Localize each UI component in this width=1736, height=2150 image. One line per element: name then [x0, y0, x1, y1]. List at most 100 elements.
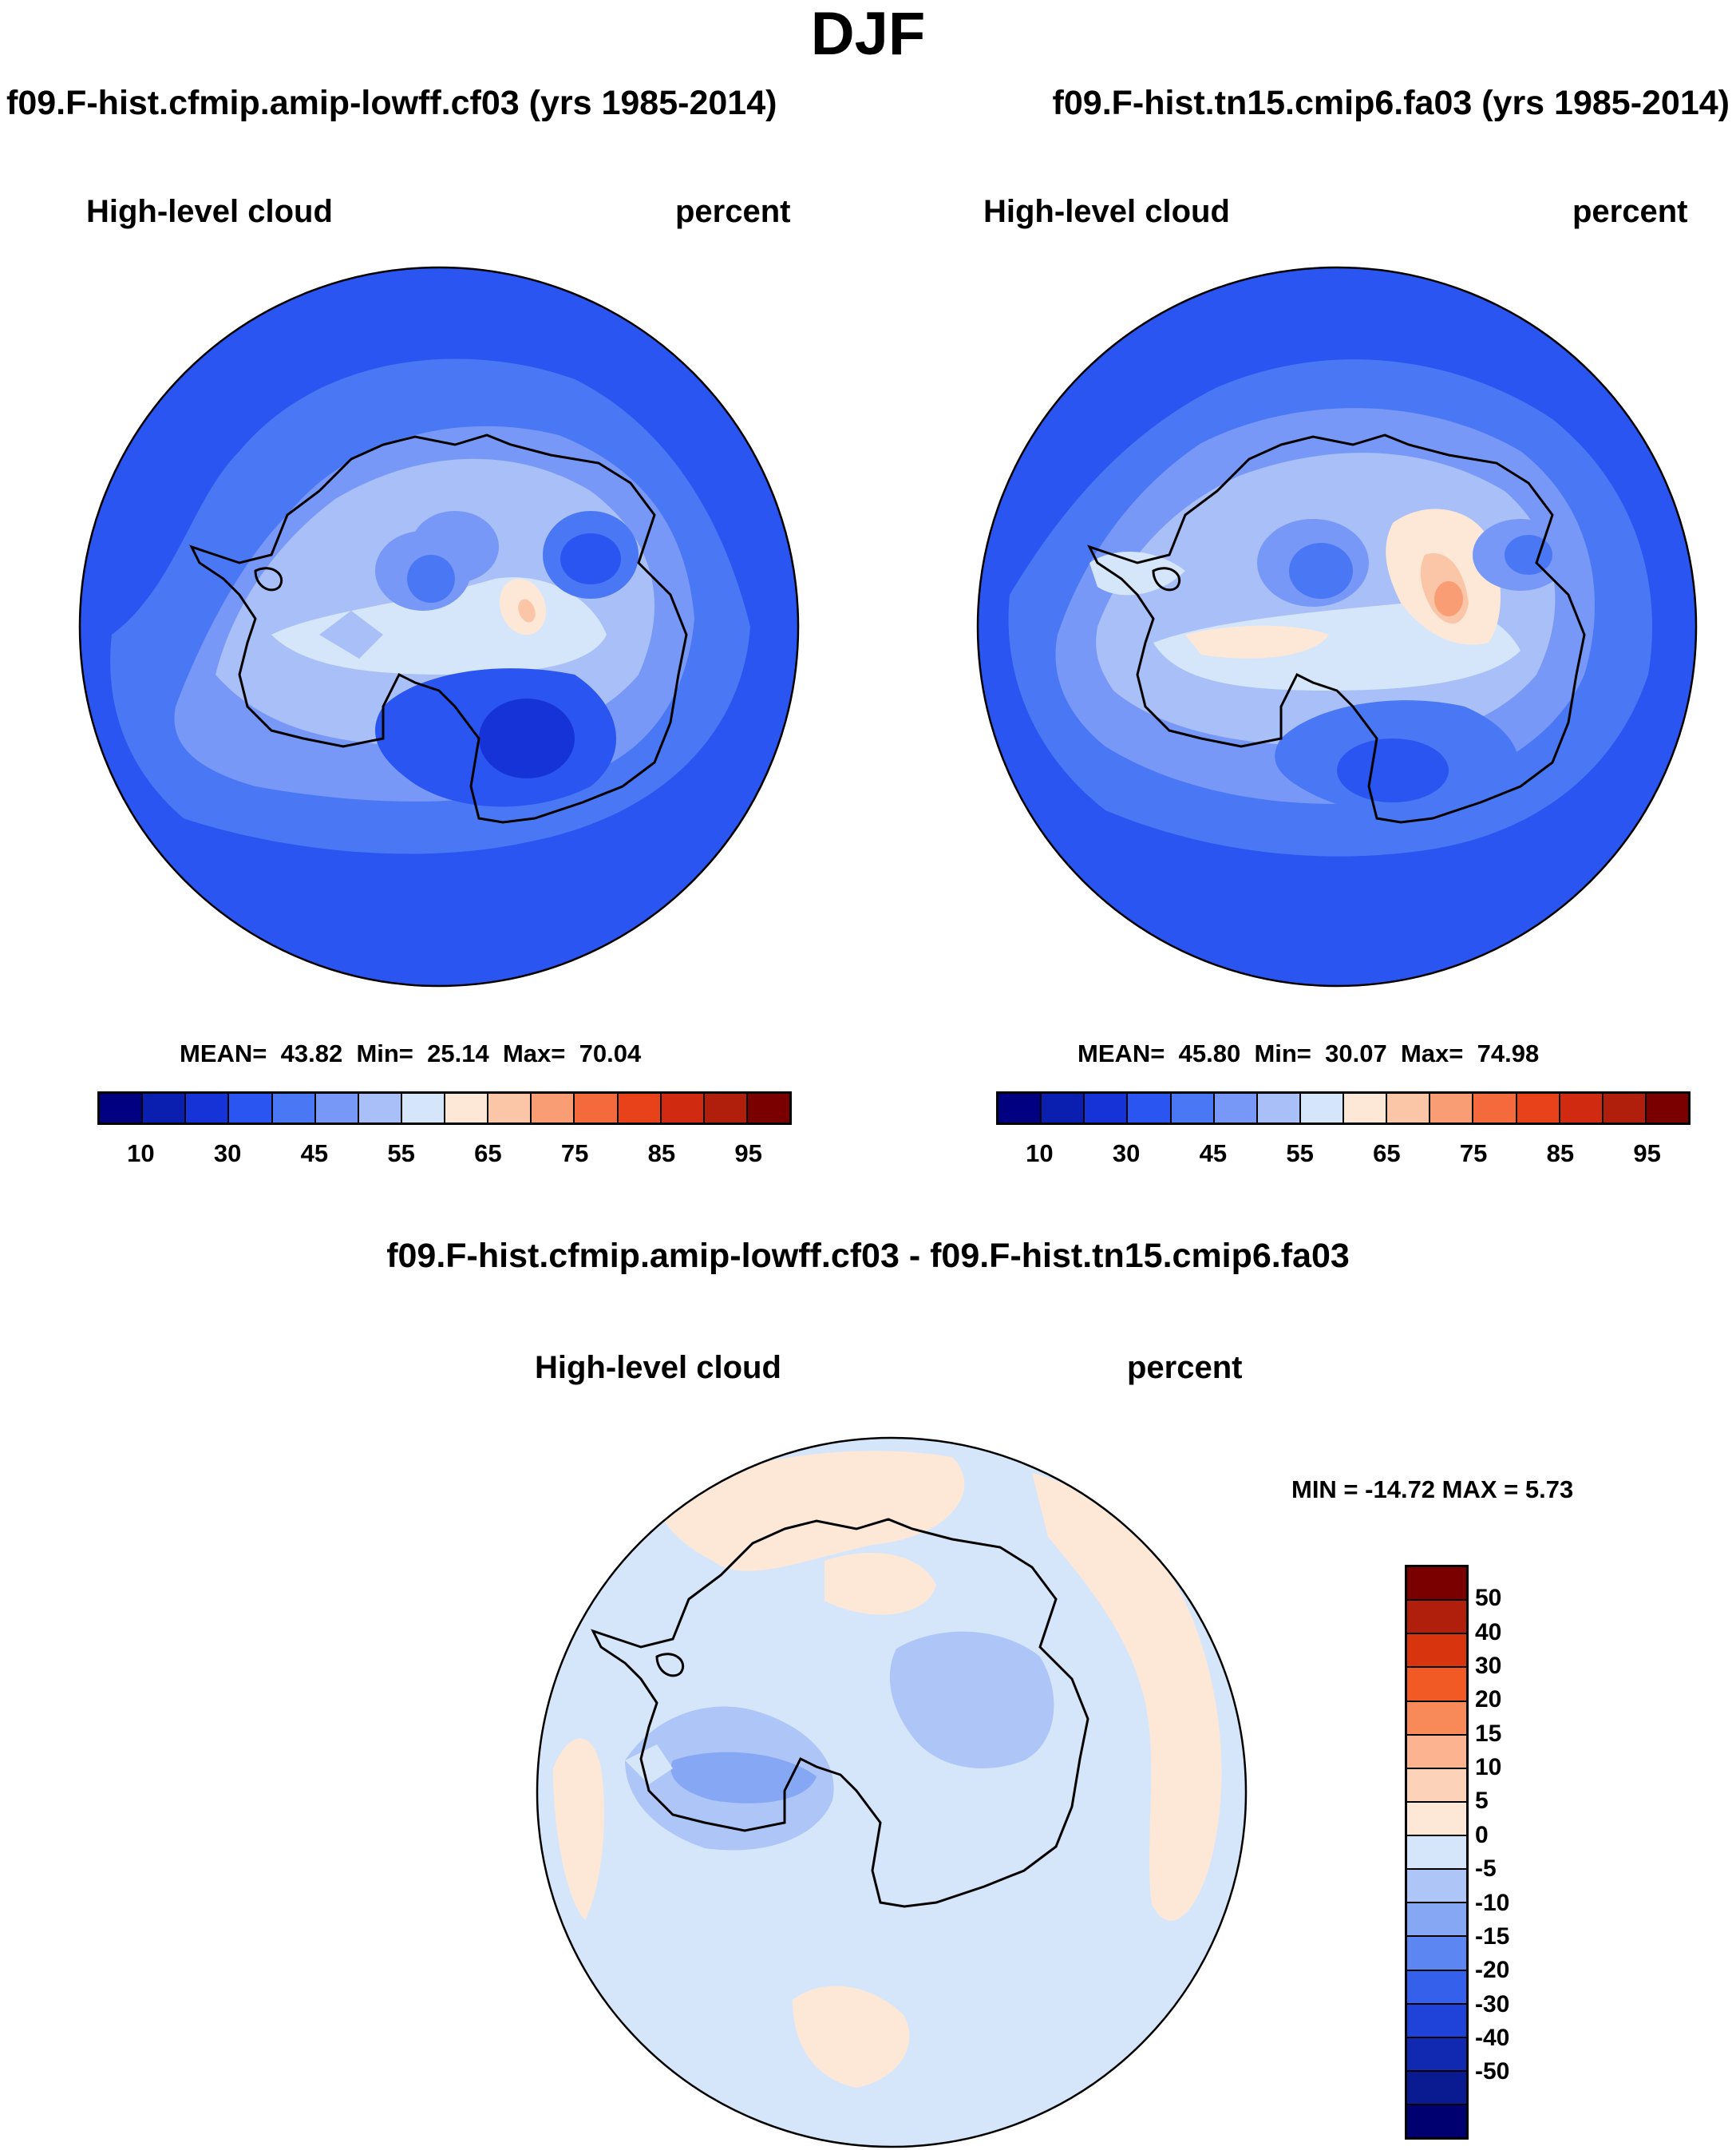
panel-b-colorbar-swatch	[1171, 1094, 1215, 1123]
difference-colorbar-swatch	[1407, 1870, 1466, 1904]
difference-colorbar-swatch	[1407, 1668, 1466, 1702]
difference-colorbar-tick: 0	[1475, 1821, 1489, 1848]
difference-colorbar-tick: -50	[1475, 2058, 1510, 2085]
difference-colorbar-swatch	[1407, 1768, 1466, 1803]
panel-b-colorbar-swatch	[1128, 1094, 1172, 1123]
panel-b-colorbar-tick: 65	[1373, 1139, 1401, 1167]
difference-colorbar-swatch	[1407, 1970, 1466, 2005]
panel-a-colorbar-swatch	[488, 1094, 532, 1123]
panel-a-colorbar-swatch	[143, 1094, 187, 1123]
panel-a-colorbar-tick: 95	[734, 1139, 762, 1167]
panel-a-colorbar-swatch	[100, 1094, 144, 1123]
panel-b-mean-label: MEAN=	[1078, 1039, 1165, 1067]
difference-map	[536, 1436, 1248, 2148]
panel-a-colorbar-swatch	[661, 1094, 705, 1123]
panel-b-colorbar-swatch	[1430, 1094, 1474, 1123]
difference-colorbar-swatch	[1407, 2004, 1466, 2038]
panel-a-colorbar-swatch	[229, 1094, 273, 1123]
panel-b-colorbar-swatch	[1473, 1094, 1517, 1123]
panel-a-colorbar-tick: 55	[387, 1139, 415, 1167]
panel-a-max: 70.04	[579, 1039, 642, 1067]
difference-colorbar-tick: -30	[1475, 1990, 1510, 2017]
panel-a-colorbar-swatch	[747, 1094, 789, 1123]
panel-b-variable: High-level cloud	[983, 194, 1230, 229]
panel-a-run-title: f09.F-hist.cfmip.amip-lowff.cf03 (yrs 19…	[6, 84, 777, 122]
panel-b-min-label: Min=	[1254, 1039, 1311, 1067]
panel-b-colorbar-tick: 95	[1633, 1139, 1661, 1167]
difference-colorbar-swatch	[1407, 1735, 1466, 1769]
panel-b-min: 30.07	[1325, 1039, 1387, 1067]
panel-a-map	[78, 266, 800, 988]
panel-b-colorbar-swatch	[1042, 1094, 1085, 1123]
panel-b-max: 74.98	[1477, 1039, 1540, 1067]
panel-b-colorbar-swatch	[1214, 1094, 1258, 1123]
difference-colorbar-swatch	[1407, 1836, 1466, 1871]
panel-b-colorbar-swatch	[1300, 1094, 1344, 1123]
difference-colorbar-swatch	[1407, 1634, 1466, 1669]
difference-colorbar-swatch	[1407, 1567, 1466, 1602]
panel-b-colorbar-tick: 55	[1286, 1139, 1314, 1167]
panel-a-stats: MEAN= 43.82 Min= 25.14 Max= 70.04	[180, 1039, 641, 1068]
panel-a-colorbar-tick: 10	[127, 1139, 155, 1167]
panel-a-colorbar-swatch	[618, 1094, 662, 1123]
panel-a-mean-label: MEAN=	[180, 1039, 267, 1067]
difference-colorbar-swatch	[1407, 2105, 1466, 2138]
panel-a-colorbar-swatch	[445, 1094, 489, 1123]
difference-colorbar-swatch	[1407, 2037, 1466, 2072]
panel-a-colorbar-tick: 75	[560, 1139, 589, 1167]
panel-b-map	[976, 266, 1698, 988]
panel-a-colorbar-swatch	[575, 1094, 619, 1123]
panel-a-variable: High-level cloud	[86, 194, 333, 229]
difference-units: percent	[1127, 1350, 1243, 1385]
panel-b-colorbar-swatch	[998, 1094, 1042, 1123]
difference-colorbar-tick: -5	[1475, 1855, 1497, 1883]
panel-b-colorbar-tick: 30	[1112, 1139, 1141, 1167]
panel-b-colorbar-swatch	[1646, 1094, 1688, 1123]
difference-colorbar-swatch	[1407, 1903, 1466, 1938]
difference-colorbar-tick: -20	[1475, 1957, 1510, 1984]
difference-title: f09.F-hist.cfmip.amip-lowff.cf03 - f09.F…	[386, 1237, 1350, 1275]
panel-a-units: percent	[675, 194, 791, 229]
panel-b-colorbar-swatch	[1603, 1094, 1647, 1123]
difference-colorbar-swatch	[1407, 1601, 1466, 1635]
panel-b-max-label: Max=	[1400, 1039, 1464, 1067]
difference-colorbar-swatch	[1407, 1937, 1466, 1971]
panel-a-colorbar-tick: 65	[474, 1139, 502, 1167]
panel-b-units: percent	[1572, 194, 1688, 229]
panel-b-stats: MEAN= 45.80 Min= 30.07 Max= 74.98	[1078, 1039, 1539, 1068]
panel-a-colorbar	[97, 1091, 792, 1125]
difference-colorbar-swatch	[1407, 1701, 1466, 1736]
figure-title: DJF	[810, 0, 926, 68]
difference-colorbar-tick: 10	[1475, 1754, 1502, 1781]
difference-colorbar	[1405, 1565, 1469, 2140]
panel-a-colorbar-tick: 30	[213, 1139, 242, 1167]
panel-b-colorbar-swatch	[1085, 1094, 1129, 1123]
panel-a-min-label: Min=	[356, 1039, 413, 1067]
difference-colorbar-tick: 50	[1475, 1585, 1502, 1612]
panel-a-colorbar-swatch	[272, 1094, 316, 1123]
panel-b-colorbar-tick: 10	[1026, 1139, 1054, 1167]
panel-b-run-title: f09.F-hist.tn15.cmip6.fa03 (yrs 1985-201…	[1052, 84, 1730, 122]
difference-colorbar-tick: -10	[1475, 1889, 1510, 1916]
panel-a-mean: 43.82	[280, 1039, 343, 1067]
difference-colorbar-tick: 5	[1475, 1788, 1489, 1815]
difference-colorbar-tick: -40	[1475, 2024, 1510, 2051]
panel-b-colorbar-swatch	[1560, 1094, 1604, 1123]
panel-b-mean: 45.80	[1178, 1039, 1241, 1067]
panel-b-colorbar	[996, 1091, 1691, 1125]
panel-b-colorbar-tick: 75	[1459, 1139, 1488, 1167]
panel-a-colorbar-tick: 45	[300, 1139, 329, 1167]
difference-colorbar-swatch	[1407, 1802, 1466, 1836]
difference-colorbar-tick: -15	[1475, 1922, 1510, 1950]
panel-b-colorbar-swatch	[1257, 1094, 1301, 1123]
panel-a-colorbar-swatch	[532, 1094, 575, 1123]
panel-a-colorbar-swatch	[704, 1094, 748, 1123]
panel-a-max-label: Max=	[502, 1039, 566, 1067]
panel-a-colorbar-swatch	[358, 1094, 402, 1123]
difference-minmax: MIN = -14.72 MAX = 5.73	[1291, 1475, 1574, 1503]
difference-variable: High-level cloud	[535, 1350, 781, 1385]
panel-b-colorbar-tick: 45	[1199, 1139, 1228, 1167]
panel-b-colorbar-tick: 85	[1546, 1139, 1575, 1167]
panel-a-min: 25.14	[427, 1039, 489, 1067]
difference-colorbar-tick: 30	[1475, 1653, 1502, 1680]
